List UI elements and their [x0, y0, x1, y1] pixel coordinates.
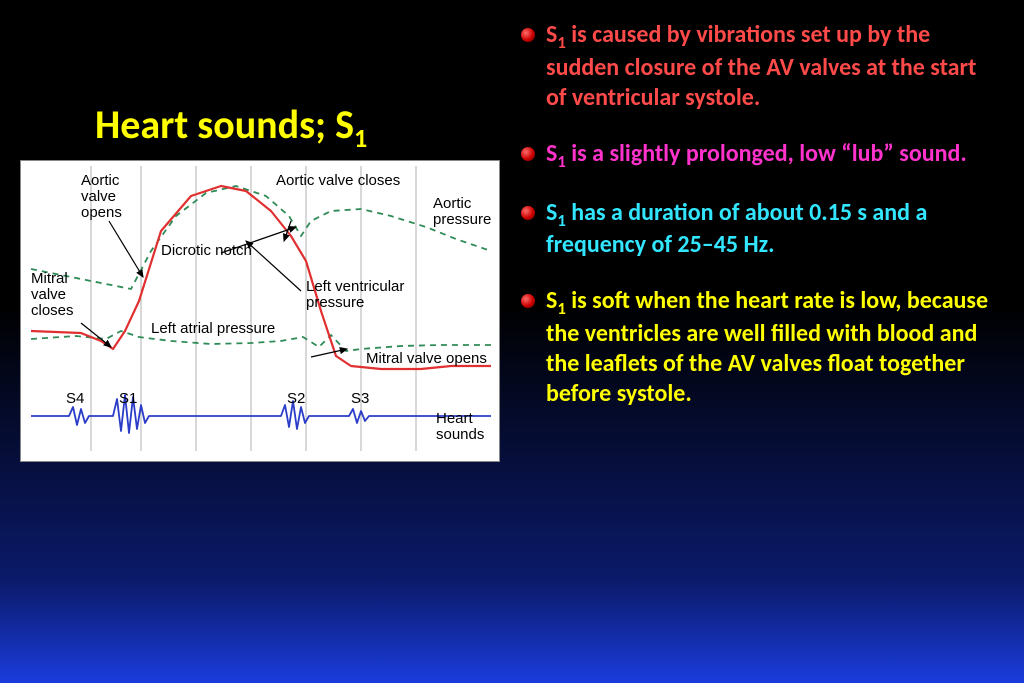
diagram-label-lv_pressure: Left ventricular pressure — [306, 279, 404, 311]
diagram-label-s3: S3 — [351, 391, 369, 407]
bullet-list: S1 is caused by vibrations set up by the… — [518, 20, 998, 435]
title-text: Heart sounds; S — [95, 100, 354, 149]
diagram-label-mitral_valve_opens: Mitral valve opens — [366, 351, 487, 367]
diagram-label-heart_sounds: Heart sounds — [436, 411, 484, 443]
slide-title: Heart sounds; S1 — [95, 100, 367, 154]
title-sub: 1 — [354, 122, 367, 154]
diagram-label-la_pressure: Left atrial pressure — [151, 321, 275, 337]
diagram-label-dicrotic_notch: Dicrotic notch — [161, 243, 252, 259]
bullet-item: S1 has a duration of about 0.15 s and a … — [518, 198, 998, 261]
slide: Heart sounds; S1 Aortic valve opensAorti… — [0, 0, 1024, 683]
diagram-label-mitral_valve_closes: Mitral valve closes — [31, 271, 74, 318]
diagram-label-s2: S2 — [287, 391, 305, 407]
diagram-label-aortic_valve_opens: Aortic valve opens — [81, 173, 122, 220]
bullet-item: S1 is a slightly prolonged, low “lub” so… — [518, 139, 998, 172]
bullet-item: S1 is soft when the heart rate is low, b… — [518, 286, 998, 409]
diagram-label-aortic_valve_closes: Aortic valve closes — [276, 173, 400, 189]
cardiac-diagram: Aortic valve opens Aortic valve closes Aor… — [20, 160, 500, 462]
diagram-label-aortic_pressure: Aortic pressure — [433, 196, 491, 228]
bullet-item: S1 is caused by vibrations set up by the… — [518, 20, 998, 113]
diagram-label-s1: S1 — [119, 391, 137, 407]
diagram-label-s4: S4 — [66, 391, 84, 407]
